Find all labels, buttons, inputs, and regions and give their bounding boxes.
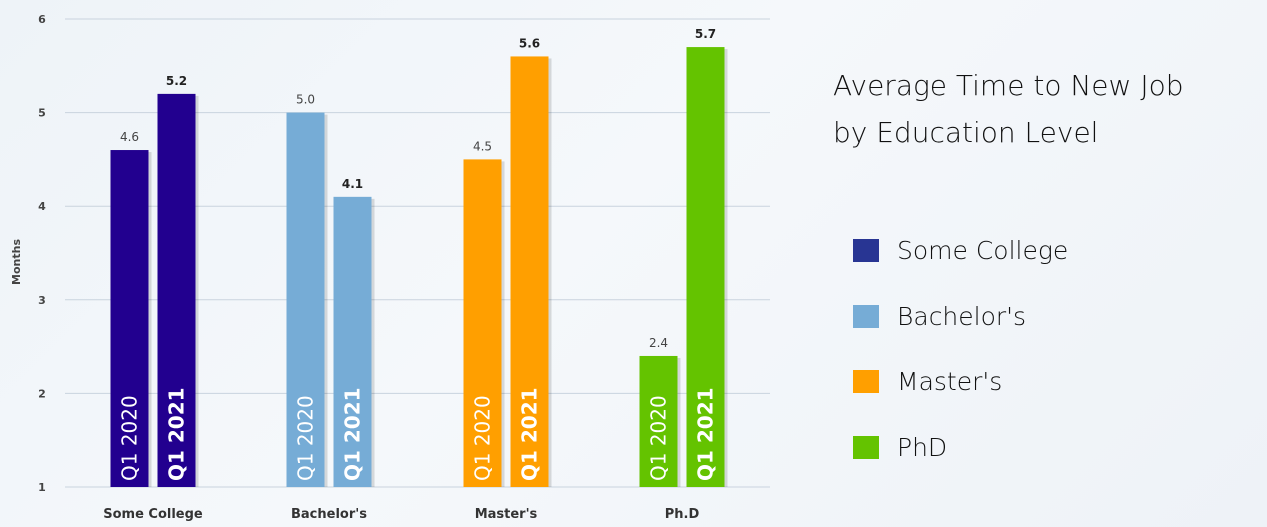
legend-swatch bbox=[853, 239, 879, 263]
legend-swatch bbox=[853, 435, 879, 459]
bar-series-label: Q1 2021 bbox=[518, 387, 542, 481]
legend-item-some-college: Some College bbox=[853, 218, 1068, 284]
data-label: 5.7 bbox=[695, 27, 716, 41]
legend-item-phd: PhD bbox=[853, 415, 1068, 481]
data-label: 4.5 bbox=[473, 139, 492, 153]
legend-label: PhD bbox=[897, 432, 948, 462]
bar bbox=[110, 150, 149, 488]
legend-item-bachelors: Bachelor's bbox=[853, 284, 1068, 350]
x-category-label: Master's bbox=[475, 507, 538, 522]
legend-swatch bbox=[853, 370, 879, 394]
bar bbox=[686, 47, 725, 488]
bar bbox=[510, 56, 549, 487]
data-label: 4.1 bbox=[342, 177, 363, 191]
bar bbox=[333, 196, 372, 487]
legend-label: Bachelor's bbox=[897, 301, 1027, 331]
legend-item-masters: Master's bbox=[853, 349, 1068, 415]
bar-chart: 1 2 3 4 5 6 Months 4.6 Q1 2020 5.2 Q1 2021 Some Col… bbox=[10, 13, 770, 522]
x-category-label: Some College bbox=[103, 507, 203, 522]
bar-series-label: Q1 2021 bbox=[341, 387, 365, 481]
legend: Some College Bachelor's Master's PhD bbox=[853, 218, 1068, 480]
data-label: 5.0 bbox=[296, 93, 315, 107]
bar-series-label: Q1 2020 bbox=[294, 395, 318, 481]
y-axis-title: Months bbox=[10, 239, 23, 285]
bar-series-label: Q1 2021 bbox=[694, 387, 718, 481]
chart-title: Average Time to New Job by Education Lev… bbox=[833, 62, 1183, 156]
bar bbox=[157, 93, 196, 487]
legend-swatch bbox=[853, 304, 879, 328]
y-tick-label: 2 bbox=[38, 387, 46, 400]
data-label: 2.4 bbox=[649, 336, 668, 350]
bar-series-label: Q1 2021 bbox=[165, 387, 189, 481]
bar-series-label: Q1 2020 bbox=[118, 395, 142, 481]
chart-title-line-2: by Education Level bbox=[833, 116, 1099, 149]
data-label: 4.6 bbox=[120, 130, 139, 144]
y-tick-label: 4 bbox=[38, 200, 46, 213]
chart-title-line-1: Average Time to New Job bbox=[833, 69, 1184, 102]
y-tick-label: 5 bbox=[38, 107, 46, 120]
legend-label: Master's bbox=[897, 367, 1003, 397]
data-label: 5.2 bbox=[166, 74, 187, 88]
x-category-label: Bachelor's bbox=[291, 507, 367, 522]
bar-series-label: Q1 2020 bbox=[471, 395, 495, 481]
bar bbox=[286, 112, 325, 487]
data-label: 5.6 bbox=[519, 36, 540, 50]
bar-series-label: Q1 2020 bbox=[647, 395, 671, 481]
y-tick-label: 3 bbox=[38, 294, 46, 307]
x-category-label: Ph.D bbox=[665, 507, 700, 522]
y-tick-label: 1 bbox=[38, 481, 46, 494]
legend-label: Some College bbox=[897, 236, 1069, 266]
bar bbox=[463, 159, 502, 487]
y-tick-label: 6 bbox=[38, 13, 46, 26]
bar bbox=[639, 355, 678, 487]
